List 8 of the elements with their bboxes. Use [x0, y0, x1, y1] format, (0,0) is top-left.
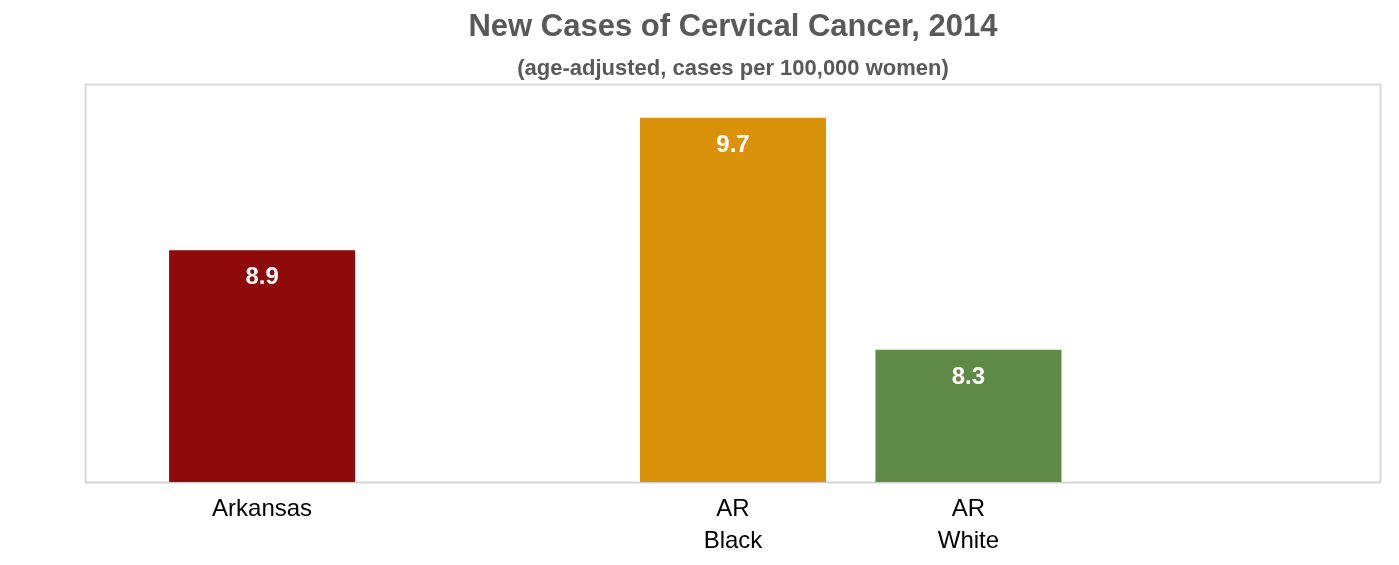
x-tick-label: AR White — [937, 493, 1000, 553]
x-tick-label: Arkansas — [212, 493, 313, 521]
chart-subtitle: (age-adjusted, cases per 100,000 women) — [517, 54, 949, 80]
x-tick-label: AR Black — [703, 493, 764, 553]
data-label: 9.7 — [716, 129, 750, 157]
data-label: 8.3 — [951, 361, 986, 389]
chart-title: New Cases of Cervical Cancer, 2014 — [468, 7, 999, 43]
data-label: 8.9 — [245, 262, 279, 290]
